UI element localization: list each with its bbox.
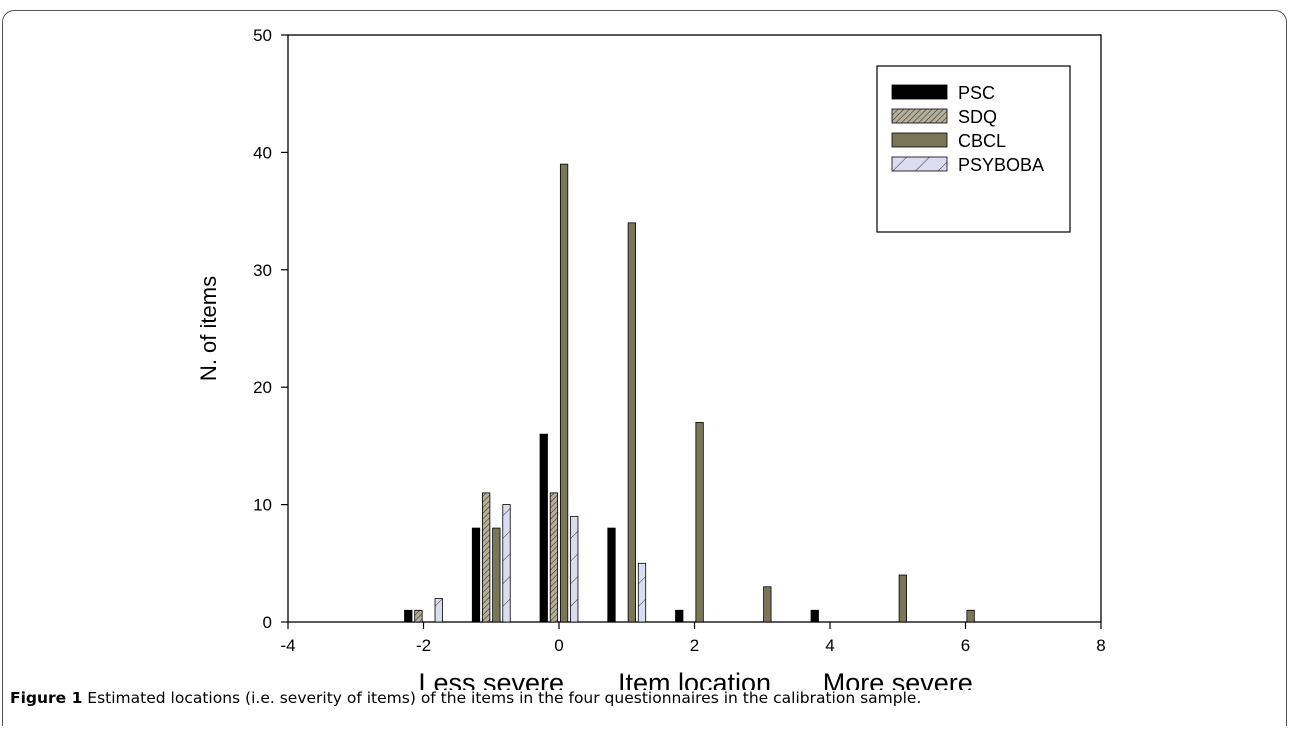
x-tick-label: 8 bbox=[1096, 636, 1105, 655]
y-axis-label: N. of items bbox=[196, 276, 221, 381]
legend-label-psc: PSC bbox=[958, 83, 995, 103]
legend-swatch-psc bbox=[891, 84, 948, 100]
x-axis-label: Item location bbox=[618, 668, 771, 690]
legend-label-psyboba: PSYBOBA bbox=[958, 155, 1044, 175]
caption-label: Figure 1 bbox=[10, 689, 83, 707]
legend-swatch-cbcl bbox=[891, 132, 948, 148]
bar-cbcl bbox=[559, 163, 569, 623]
x-tick-label: 4 bbox=[825, 636, 834, 655]
y-tick-label: 50 bbox=[253, 26, 272, 45]
bar-psyboba bbox=[570, 515, 579, 623]
x-annotation-left: Less severe bbox=[418, 668, 564, 690]
legend-label-cbcl: CBCL bbox=[958, 131, 1006, 151]
y-tick-label: 40 bbox=[253, 143, 272, 162]
caption-text: Estimated locations (i.e. severity of it… bbox=[82, 689, 922, 707]
bar-cbcl bbox=[966, 609, 975, 623]
bar-sdq bbox=[549, 492, 559, 623]
y-tick-label: 20 bbox=[253, 378, 272, 397]
figure-caption: Figure 1 Estimated locations (i.e. sever… bbox=[10, 689, 921, 707]
y-tick-label: 30 bbox=[253, 261, 272, 280]
figure-frame bbox=[2, 10, 1287, 726]
bar-psc bbox=[810, 609, 819, 623]
bar-psyboba bbox=[434, 598, 443, 623]
legend-swatch-psyboba bbox=[891, 156, 948, 172]
bar-cbcl bbox=[763, 586, 772, 623]
bars bbox=[404, 163, 975, 623]
x-annotation-right: More severe bbox=[823, 668, 973, 690]
bar-sdq bbox=[482, 492, 491, 623]
x-tick-label: -2 bbox=[416, 636, 431, 655]
axes bbox=[281, 34, 1102, 629]
bar-sdq bbox=[414, 609, 423, 623]
tick-labels: -4 -2 0 2 4 6 8 0 10 20 30 40 50 bbox=[253, 26, 1106, 655]
bar-psyboba bbox=[637, 562, 647, 623]
x-tick-label: 0 bbox=[554, 636, 563, 655]
bar-cbcl bbox=[695, 422, 704, 623]
legend-label-sdq: SDQ bbox=[958, 107, 997, 127]
axis-labels: N. of items Less severe Item location More … bbox=[196, 276, 973, 690]
x-tick-label: -4 bbox=[280, 636, 295, 655]
bar-psc bbox=[607, 527, 616, 623]
bar-cbcl bbox=[627, 222, 636, 623]
x-tick-label: 6 bbox=[961, 636, 970, 655]
chart: -4 -2 0 2 4 6 8 0 10 20 30 40 50 N. of items Less sev… bbox=[196, 26, 1106, 690]
bar-psyboba bbox=[502, 504, 511, 623]
bar-psc bbox=[471, 527, 481, 623]
x-tick-label: 2 bbox=[690, 636, 699, 655]
y-tick-label: 10 bbox=[253, 496, 272, 515]
bar-psc bbox=[675, 609, 684, 623]
legend: PSC SDQ CBCL PSYBOBA bbox=[876, 65, 1071, 233]
legend-swatch-sdq bbox=[891, 108, 948, 124]
bar-cbcl bbox=[492, 527, 501, 623]
bar-psc bbox=[539, 433, 548, 623]
bar-cbcl bbox=[898, 574, 907, 623]
bar-psc bbox=[404, 609, 413, 623]
y-tick-label: 0 bbox=[263, 613, 272, 632]
